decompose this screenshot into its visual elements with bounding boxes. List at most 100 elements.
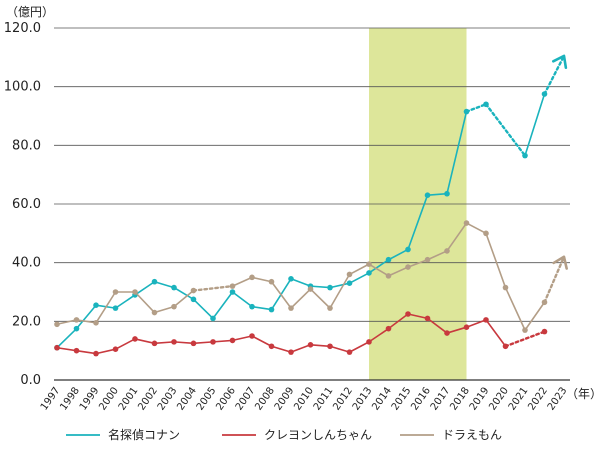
data-point [268,306,275,313]
series-segment [309,288,331,309]
data-point [327,305,333,311]
data-point [132,336,138,342]
data-point [463,324,470,331]
x-tick-label: 1999 [78,385,102,412]
x-axis-unit: （年） [566,387,600,401]
data-point [229,337,236,344]
series-segment [407,258,429,268]
series-segment [309,343,331,348]
data-point [541,299,548,306]
data-point [366,261,372,267]
series-segment [348,272,370,285]
series-segment [407,194,429,251]
series-segment [251,335,273,348]
data-point [229,283,236,289]
x-tick-label: 2009 [273,385,297,412]
data-point [93,320,99,326]
data-point [541,328,548,335]
data-point [483,230,489,237]
series-segment [56,327,78,349]
series-segment [75,304,97,330]
series-segment [465,319,487,329]
data-point [444,190,450,197]
y-axis: 0.0 20.0 40.0 60.0 80.0 100.0 120.0 [4,21,41,388]
series-2 [54,220,568,333]
legend-label: 名探偵コナン [108,427,180,442]
data-point [171,303,177,310]
data-point [132,289,138,295]
data-point [210,315,216,322]
y-tick-label: 20.0 [12,314,41,329]
data-point [463,108,470,115]
data-point [190,296,197,303]
data-point [463,220,470,226]
series-segment [485,232,507,289]
y-axis-unit: （億円） [6,5,54,19]
x-tick-label: 2017 [429,385,453,412]
series-1 [54,311,548,357]
x-tick-label: 2005 [195,385,219,412]
data-point [346,271,353,278]
x-tick-label: 2008 [253,385,277,412]
series-segment [524,93,546,157]
data-point [424,315,431,322]
data-point [327,343,333,350]
data-point [346,280,353,287]
series-segment [173,341,195,345]
data-point [151,340,158,347]
x-tick-label: 2006 [214,385,238,412]
series-segment [426,317,448,334]
series-segment [231,291,253,308]
series-segment [426,192,448,196]
series-segment [329,273,351,309]
data-point [73,325,80,332]
data-point [366,339,372,345]
series-segment [426,250,448,261]
series-segment [309,285,331,289]
series-segment [173,289,195,308]
x-tick-label: 2001 [117,385,141,412]
series-segment [192,284,234,292]
x-tick-label: 2021 [507,385,531,412]
data-point [424,256,431,263]
data-point [229,289,236,295]
data-point [190,340,197,347]
data-point [54,321,60,328]
series-segment [329,282,351,289]
series-segment [95,348,117,355]
series-0 [54,54,568,351]
series-segment [484,103,527,157]
data-point [249,303,255,310]
legend-label: ドラえもん [442,428,502,442]
series-segment [134,280,156,296]
x-tick-label: 2015 [390,385,414,412]
series-segment [134,338,156,345]
arrow-head [551,54,568,70]
series-segment [153,280,175,289]
data-point [210,339,216,345]
series-segment [348,341,370,353]
data-point [249,274,255,281]
series-layer [54,54,568,357]
data-point [268,343,275,350]
data-point [112,305,119,311]
series-segment [56,346,78,352]
y-tick-label: 60.0 [12,197,41,212]
series-segment [407,313,429,320]
x-tick-label: 2007 [234,385,258,412]
series-segment [56,319,78,326]
data-point [249,333,255,339]
series-segment [290,277,312,287]
x-axis: 1997199819992000200120022003200420052006… [39,385,570,412]
series-segment [75,319,97,324]
y-tick-label: 80.0 [12,138,41,153]
data-point [54,344,60,351]
data-point [385,325,392,332]
series-segment [446,222,468,252]
series-segment [524,301,546,331]
data-point [93,302,99,309]
data-point [522,152,528,159]
series-segment [504,330,546,348]
series-segment [465,222,487,235]
series-segment [270,345,292,353]
